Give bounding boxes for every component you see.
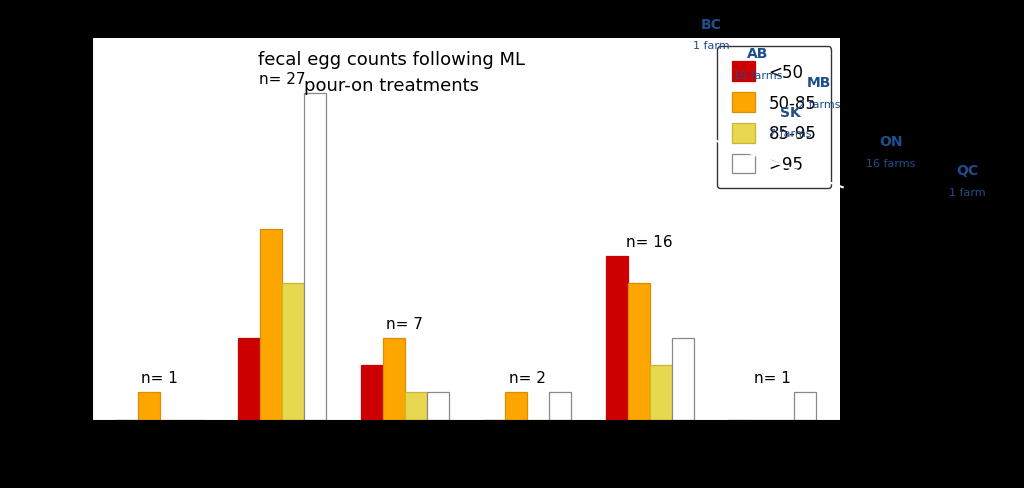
Bar — [628, 284, 650, 420]
Y-axis label: Number of Farms: Number of Farms — [40, 149, 57, 310]
Bar — [650, 366, 672, 420]
X-axis label: Province: Province — [425, 450, 507, 468]
Bar — [427, 392, 449, 420]
Text: 2 farms: 2 farms — [798, 100, 841, 110]
Text: 1 farm: 1 farm — [693, 41, 730, 51]
Bar — [137, 392, 160, 420]
Text: n= 1: n= 1 — [141, 371, 178, 386]
Text: BC: BC — [701, 18, 722, 32]
Bar — [383, 338, 404, 420]
Text: n= 2: n= 2 — [509, 371, 546, 386]
Bar — [404, 392, 427, 420]
Bar — [238, 338, 260, 420]
Text: SK: SK — [780, 105, 801, 120]
Text: fecal egg counts following ML
pour-on treatments: fecal egg counts following ML pour-on tr… — [258, 50, 524, 95]
Bar — [605, 257, 628, 420]
Bar — [260, 229, 282, 420]
Text: 1 farm: 1 farm — [949, 188, 986, 198]
Text: MB: MB — [807, 76, 831, 90]
Bar — [549, 392, 571, 420]
Bar — [282, 284, 304, 420]
Text: AB: AB — [748, 47, 768, 61]
Bar — [505, 392, 527, 420]
Bar — [360, 366, 383, 420]
Text: 7 farms: 7 farms — [769, 129, 812, 139]
Text: n= 27: n= 27 — [259, 72, 305, 87]
Text: n= 7: n= 7 — [386, 316, 423, 331]
Bar — [304, 93, 327, 420]
Text: n= 1: n= 1 — [754, 371, 791, 386]
Text: QC: QC — [956, 164, 979, 178]
Text: 10 farms: 10 farms — [733, 71, 782, 81]
Text: 16 farms: 16 farms — [866, 159, 915, 168]
Text: ON: ON — [880, 135, 902, 149]
Bar — [672, 338, 694, 420]
Legend: <50, 50-85, 85-95, >95: <50, 50-85, 85-95, >95 — [717, 47, 831, 189]
Bar — [795, 392, 816, 420]
Text: n= 16: n= 16 — [627, 235, 673, 250]
